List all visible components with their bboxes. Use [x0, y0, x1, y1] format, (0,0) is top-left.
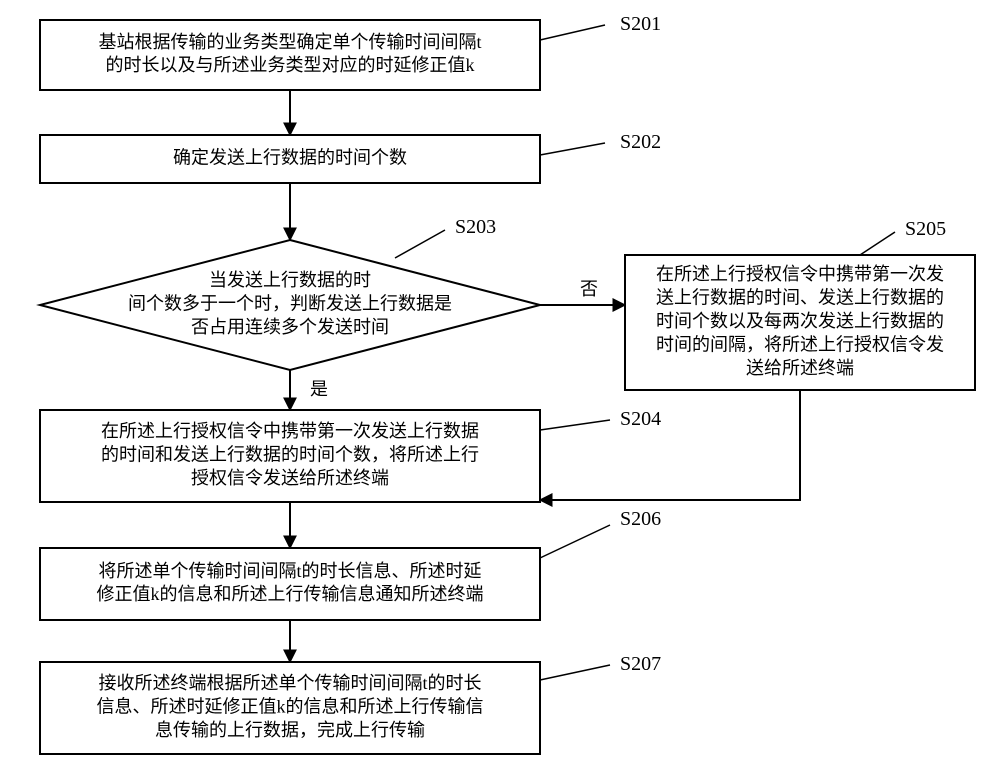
node-s205: 在所述上行授权信令中携带第一次发送上行数据的时间、发送上行数据的时间个数以及每两… — [625, 218, 975, 390]
node-s203-line1: 间个数多于一个时，判断发送上行数据是 — [128, 294, 452, 314]
node-s205-line3: 时间的间隔，将所述上行授权信令发 — [656, 334, 944, 354]
node-s207-line2: 息传输的上行数据，完成上行传输 — [155, 720, 425, 740]
leader-s203 — [395, 230, 445, 258]
node-s205-line0: 在所述上行授权信令中携带第一次发 — [656, 264, 944, 284]
node-s203-line0: 当发送上行数据的时 — [209, 270, 371, 290]
label-s202: S202 — [620, 131, 661, 153]
label-s207: S207 — [620, 653, 661, 675]
label-s203: S203 — [455, 216, 496, 238]
node-s203-line2: 否占用连续多个发送时间 — [191, 317, 389, 337]
node-s205-line1: 送上行数据的时间、发送上行数据的 — [656, 288, 944, 308]
node-s204-line1: 的时间和发送上行数据的时间个数，将所述上行 — [101, 445, 479, 465]
node-s201-line0: 基站根据传输的业务类型确定单个传输时间间隔t — [99, 32, 482, 52]
edge-label-s203-s204: 是 — [310, 379, 328, 399]
edge-label-s203-s205: 否 — [580, 279, 598, 299]
leader-s205 — [860, 232, 895, 255]
leader-s206 — [540, 525, 610, 558]
node-s201: 基站根据传输的业务类型确定单个传输时间间隔t 的时长以及与所述业务类型对应的时延修… — [40, 13, 661, 90]
leader-s201 — [540, 25, 605, 40]
node-s205-line4: 送给所述终端 — [746, 358, 854, 378]
node-s206: 将所述单个传输时间间隔t的时长信息、所述时延修正值k的信息和所述上行传输信息通知… — [40, 508, 661, 620]
leader-s202 — [540, 143, 605, 155]
node-s201-line1: 的时长以及与所述业务类型对应的时延修正值k — [106, 55, 475, 75]
node-s207-line0: 接收所述终端根据所述单个传输时间间隔t的时长 — [99, 673, 482, 693]
label-s204: S204 — [620, 408, 661, 430]
nodes: 基站根据传输的业务类型确定单个传输时间间隔t 的时长以及与所述业务类型对应的时延修… — [40, 13, 975, 754]
node-s206-line0: 将所述单个传输时间间隔t的时长信息、所述时延 — [99, 561, 482, 581]
node-s203: 当发送上行数据的时间个数多于一个时，判断发送上行数据是否占用连续多个发送时间 S2… — [40, 216, 540, 370]
node-s202: 确定发送上行数据的时间个数 S202 — [40, 131, 661, 183]
leader-s204 — [540, 420, 610, 430]
node-s204: 在所述上行授权信令中携带第一次发送上行数据的时间和发送上行数据的时间个数，将所述… — [40, 408, 661, 502]
label-s201: S201 — [620, 13, 661, 35]
edge-s205-s206 — [540, 390, 800, 500]
node-s206-line1: 修正值k的信息和所述上行传输信息通知所述终端 — [97, 584, 484, 604]
node-s204-line2: 授权信令发送给所述终端 — [191, 468, 389, 488]
node-s207-line1: 信息、所述时延修正值k的信息和所述上行传输信 — [97, 697, 484, 717]
node-s205-line2: 时间个数以及每两次发送上行数据的 — [656, 311, 944, 331]
node-s202-line0: 确定发送上行数据的时间个数 — [173, 148, 407, 168]
label-s205: S205 — [905, 218, 946, 240]
leader-s207 — [540, 665, 610, 680]
node-s207: 接收所述终端根据所述单个传输时间间隔t的时长信息、所述时延修正值k的信息和所述上… — [40, 653, 661, 754]
label-s206: S206 — [620, 508, 661, 530]
node-s204-line0: 在所述上行授权信令中携带第一次发送上行数据 — [101, 421, 479, 441]
